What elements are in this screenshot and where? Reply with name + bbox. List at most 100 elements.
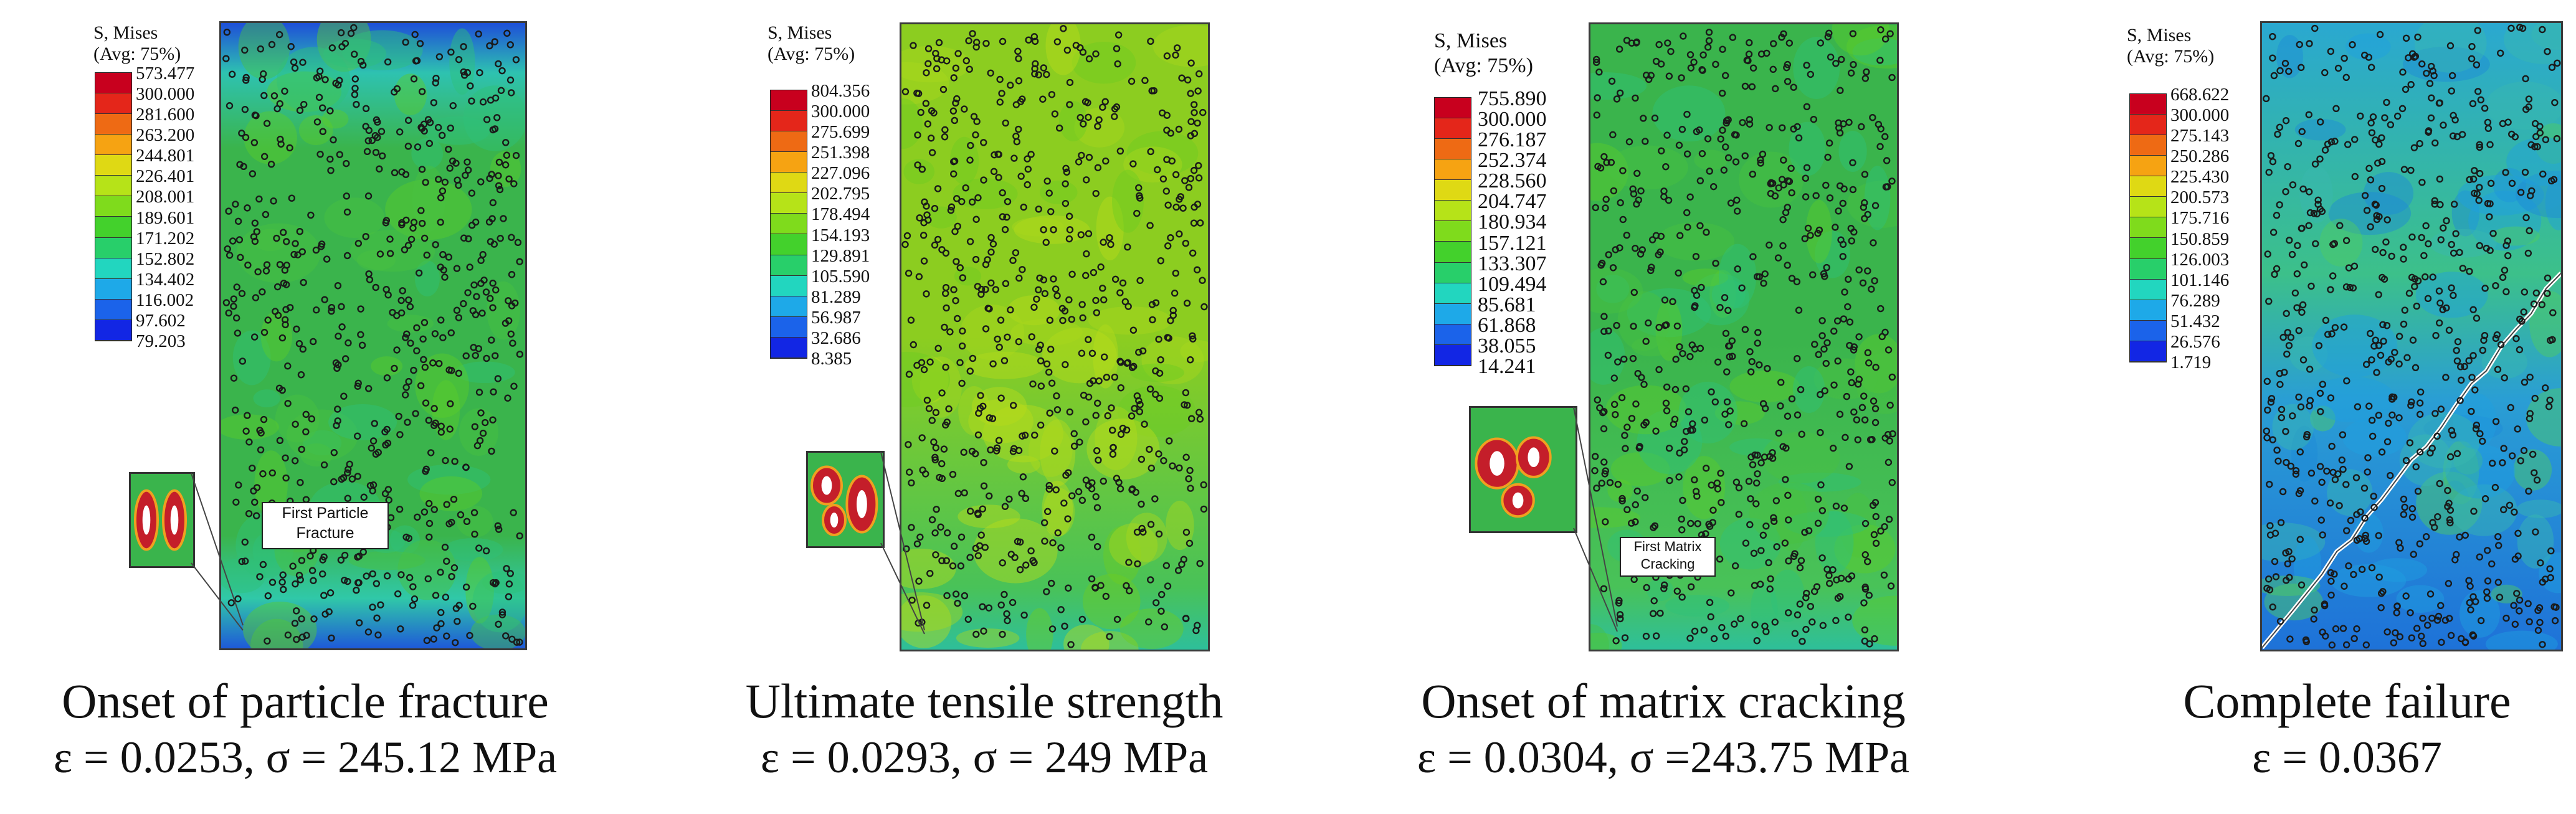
particle [969, 30, 976, 37]
particle [2442, 374, 2450, 381]
particle [1037, 341, 1044, 349]
particle [941, 323, 948, 331]
particle [288, 194, 296, 202]
particle [298, 557, 306, 564]
particle [310, 615, 318, 623]
particle [2378, 134, 2385, 141]
particle [477, 257, 485, 264]
particle [966, 238, 974, 245]
stress-patch [901, 98, 923, 149]
particle [2341, 582, 2348, 590]
particle [1111, 113, 1118, 120]
particle [972, 630, 980, 638]
particle [2461, 531, 2469, 539]
particle [447, 400, 454, 408]
particle [1837, 87, 1844, 94]
particle [1839, 253, 1846, 260]
particle [1888, 373, 1896, 381]
scale-tick-label: 85.681 [1478, 293, 1536, 316]
particle [1746, 116, 1754, 123]
particle [2388, 411, 2396, 419]
particle [1642, 338, 1650, 345]
particle [1861, 215, 1868, 222]
particle [1015, 338, 1023, 346]
particle [1095, 457, 1102, 464]
particle [954, 599, 961, 607]
particle [1097, 263, 1105, 271]
particle [1850, 408, 1858, 416]
particle [1643, 584, 1650, 592]
particle [443, 501, 450, 508]
scale-tick-label: 32.686 [811, 328, 861, 348]
particle [2363, 207, 2371, 214]
scale-tick-label: 300.000 [811, 102, 870, 122]
particle [1040, 226, 1047, 234]
particle [1642, 494, 1649, 501]
particle [510, 382, 518, 390]
particle [1007, 551, 1015, 558]
particle [326, 107, 334, 115]
particle [2296, 40, 2303, 49]
particle [2339, 625, 2347, 632]
particle [455, 55, 463, 64]
particle [1035, 346, 1043, 353]
particle [2548, 64, 2556, 71]
particle [1050, 275, 1057, 283]
particle [2418, 632, 2425, 640]
particle [1085, 113, 1092, 121]
particle [1616, 244, 1623, 252]
particle [470, 281, 478, 289]
particle [1663, 131, 1671, 139]
stress-patch [1119, 608, 1184, 650]
particle [2281, 369, 2288, 376]
particle [280, 229, 287, 236]
particle [2473, 315, 2481, 322]
particle [340, 392, 348, 400]
particle [357, 331, 364, 338]
particle [1678, 515, 1685, 523]
particle [1850, 228, 1858, 236]
particle [2287, 334, 2295, 341]
particle [2345, 562, 2352, 570]
particle [1179, 204, 1187, 212]
particle [1656, 248, 1664, 256]
particle [923, 69, 930, 77]
particle [2276, 67, 2284, 75]
particle [2274, 457, 2282, 465]
stress-patch [472, 571, 525, 633]
particle [2284, 163, 2291, 171]
particle [2375, 291, 2382, 298]
particle [398, 219, 406, 227]
scale-swatch [95, 114, 131, 135]
particle [432, 74, 440, 82]
stress-patch [411, 138, 444, 169]
particle [1092, 493, 1100, 501]
particle [950, 170, 958, 177]
particle [1181, 177, 1189, 184]
particle [1621, 432, 1628, 439]
particle [2451, 116, 2459, 124]
particle [2392, 629, 2399, 637]
particle [320, 592, 328, 599]
stress-patch [244, 111, 297, 164]
particle [470, 509, 478, 516]
particle [950, 542, 958, 550]
stress-patch [1856, 353, 1897, 414]
particle [1757, 459, 1765, 466]
particle [1880, 571, 1888, 579]
particle [508, 89, 515, 97]
particle [2544, 290, 2551, 297]
particle [2422, 533, 2430, 541]
particle [426, 118, 434, 126]
particle [2526, 618, 2533, 625]
particle [2370, 503, 2378, 511]
particle [1094, 399, 1101, 407]
particle [1889, 430, 1896, 438]
particle [1728, 589, 1735, 597]
particle [1093, 447, 1101, 455]
particle [2271, 270, 2278, 278]
particle [2536, 129, 2544, 137]
particle [1759, 150, 1767, 158]
particle [2378, 448, 2386, 456]
scale-tick-label: 755.890 [1478, 87, 1547, 110]
